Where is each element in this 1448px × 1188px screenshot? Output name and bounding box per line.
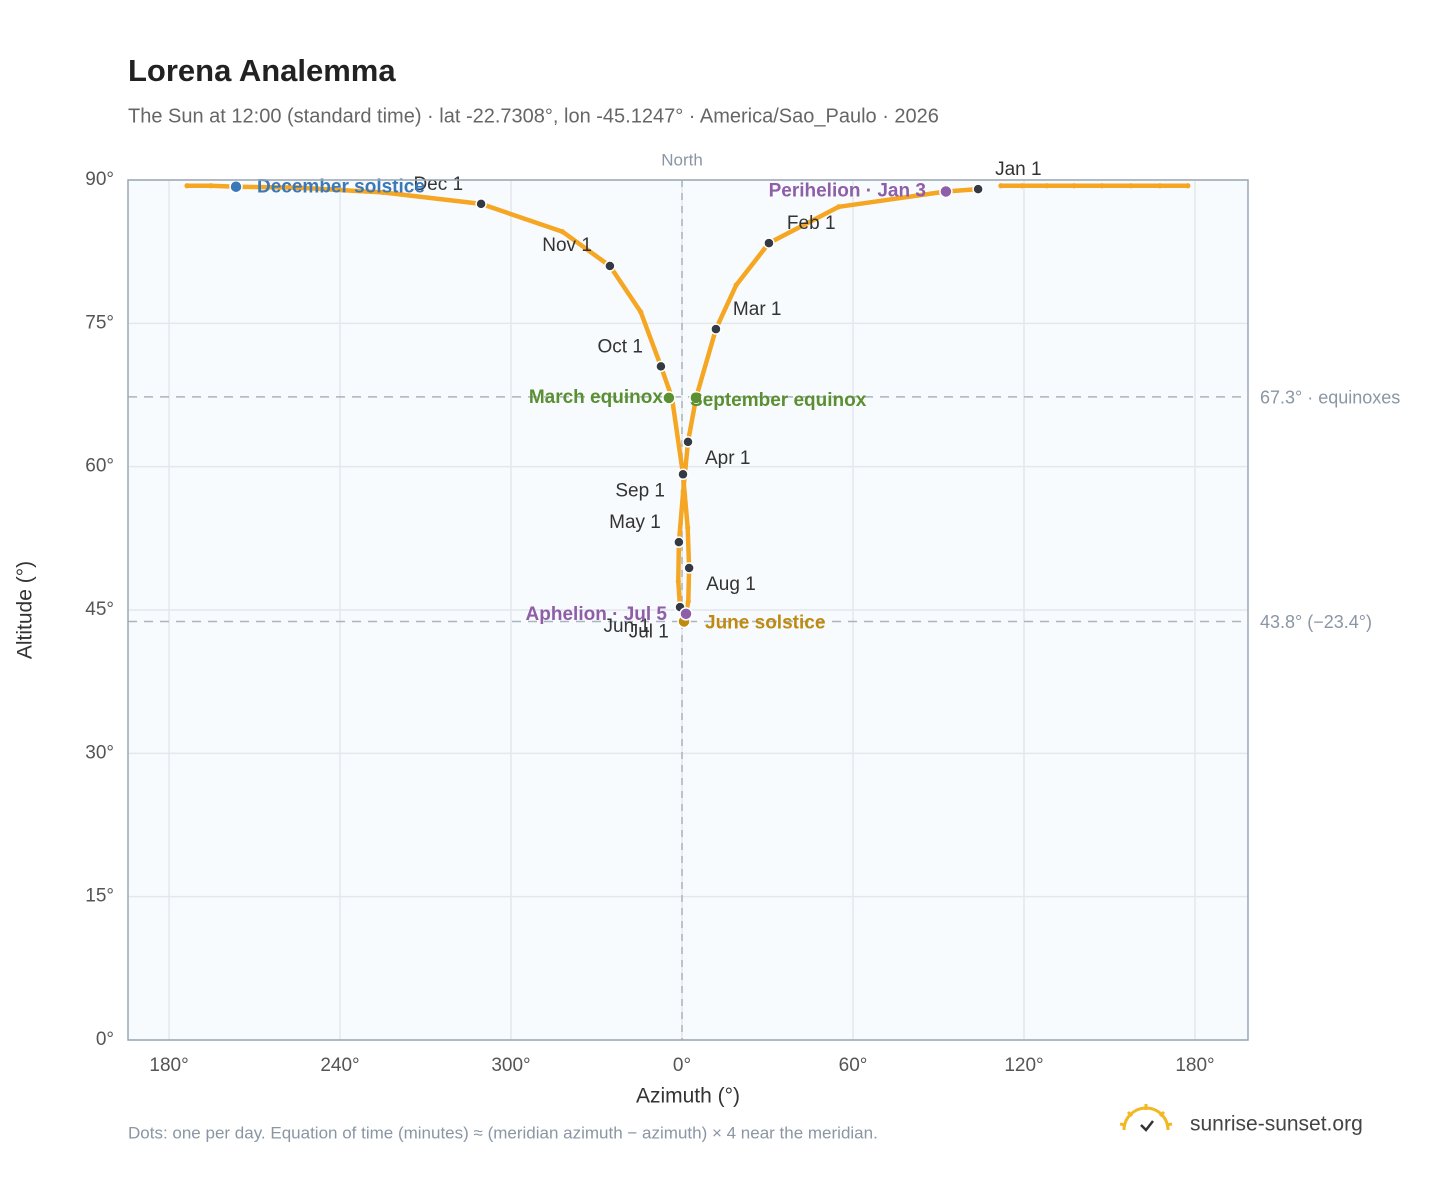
event-dot [689, 391, 703, 405]
month-label: Dec 1 [413, 174, 463, 195]
month-label: Nov 1 [542, 235, 592, 256]
day-dot [1099, 183, 1105, 189]
x-tick-label: 180° [149, 1055, 188, 1076]
day-dot [1044, 183, 1050, 189]
day-dot [208, 183, 214, 189]
event-dot [679, 607, 693, 621]
month-label: Mar 1 [733, 299, 782, 320]
x-tick-label: 60° [839, 1055, 868, 1076]
north-label: North [661, 150, 703, 169]
day-dot [1071, 183, 1077, 189]
x-tick-label: 0° [673, 1055, 691, 1076]
y-tick-label: 45° [85, 599, 114, 620]
event-label: June solstice [705, 612, 825, 633]
day-dot [685, 598, 691, 605]
chart-title: Lorena Analemma [128, 53, 396, 88]
day-dot [294, 185, 300, 191]
month-label: May 1 [609, 512, 661, 533]
month-dot [673, 536, 685, 548]
day-dot [1185, 183, 1191, 189]
y-tick-label: 75° [85, 312, 114, 333]
month-dot [682, 436, 694, 448]
x-axis-title: Azimuth (°) [636, 1085, 740, 1108]
month-dot [972, 183, 984, 195]
marks [184, 179, 1191, 629]
event-label: Perihelion · Jan 3 [769, 180, 926, 201]
month-label: Jun 1 [604, 616, 650, 637]
y-tick-label: 0° [96, 1029, 114, 1050]
month-dot [763, 237, 775, 249]
month-label: Apr 1 [705, 448, 750, 469]
y-tick-label: 90° [85, 169, 114, 190]
event-label: September equinox [690, 390, 867, 411]
month-label: Jul 1 [629, 622, 669, 643]
day-dot [998, 183, 1004, 189]
month-label: Aug 1 [706, 574, 756, 595]
event-dot [229, 179, 243, 194]
day-dot [836, 204, 842, 210]
day-dot [685, 525, 691, 531]
event-label: Aphelion · Jul 5 [526, 604, 668, 625]
x-tick-label: 180° [1175, 1055, 1214, 1076]
month-label: Feb 1 [787, 213, 836, 234]
brand-logo [1119, 1104, 1173, 1132]
reference-label: 43.8° (−23.4°) [1260, 612, 1372, 632]
y-tick-label: 15° [85, 886, 114, 907]
brand: sunrise-sunset.org [1190, 1113, 1363, 1136]
day-dot [680, 488, 686, 495]
month-dot [655, 360, 667, 373]
month-label: Jan 1 [995, 159, 1041, 180]
month-dot [710, 323, 722, 335]
day-dot [184, 183, 190, 189]
month-dot [683, 562, 695, 574]
y-tick-label: 60° [85, 456, 114, 477]
month-dot [677, 468, 689, 481]
day-dot [1157, 183, 1163, 189]
day-dot [380, 189, 386, 196]
month-label: Sep 1 [615, 480, 665, 501]
day-dot [733, 282, 739, 288]
reference-label: 67.3° · equinoxes [1260, 388, 1400, 408]
month-label: Oct 1 [598, 336, 643, 357]
month-dot [604, 260, 616, 272]
event-dot [939, 184, 953, 199]
day-dot [559, 229, 565, 235]
day-dot [638, 309, 644, 315]
plot-border [127, 179, 1249, 1041]
day-dot [1128, 183, 1134, 189]
event-label: March equinox [529, 387, 664, 408]
day-dot [675, 578, 681, 584]
y-axis-title: Altitude (°) [14, 561, 37, 659]
x-tick-label: 300° [491, 1055, 530, 1076]
x-tick-label: 120° [1004, 1055, 1043, 1076]
x-tick-label: 240° [320, 1055, 359, 1076]
chart-subtitle: The Sun at 12:00 (standard time) · lat -… [128, 105, 939, 127]
reference-lines: North 67.3° · equinoxes 43.8° (−23.4°) [128, 150, 1400, 1040]
day-dot [1019, 183, 1025, 189]
month-dot [475, 198, 487, 210]
event-dot [662, 391, 676, 405]
y-tick-label: 30° [85, 742, 114, 763]
event-label: December solstice [257, 177, 425, 198]
footnote: Dots: one per day. Equation of time (min… [128, 1123, 878, 1142]
